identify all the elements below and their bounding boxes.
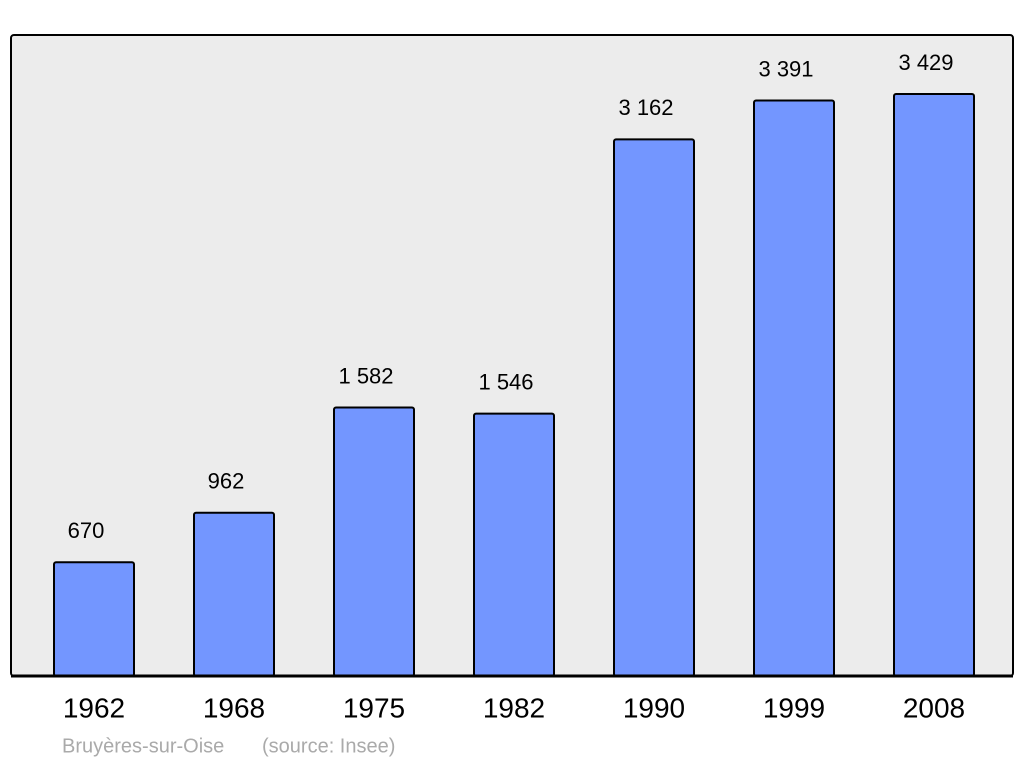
bar: [893, 93, 975, 677]
x-tick-label: 2008: [903, 692, 965, 723]
caption: Bruyères-sur-Oise: [62, 735, 224, 757]
bar: [333, 406, 415, 677]
x-tick-label: 1999: [763, 692, 825, 723]
value-label: 1 582: [338, 363, 393, 388]
x-tick-label: 1975: [343, 692, 405, 723]
x-tick-label: 1990: [623, 692, 685, 723]
value-label: 962: [208, 469, 245, 494]
bar: [473, 412, 555, 677]
x-tick-label: 1962: [63, 692, 125, 723]
value-label: 3 162: [618, 95, 673, 120]
bar: [753, 99, 835, 677]
value-label: 3 391: [758, 56, 813, 81]
bar: [613, 138, 695, 678]
x-tick-label: 1968: [203, 692, 265, 723]
source: (source: Insee): [262, 735, 395, 757]
value-label: 670: [68, 518, 105, 543]
bar: [53, 561, 135, 678]
value-label: 3 429: [898, 50, 953, 75]
value-label: 1 546: [478, 369, 533, 394]
x-tick-label: 1982: [483, 692, 545, 723]
bar: [193, 511, 275, 677]
